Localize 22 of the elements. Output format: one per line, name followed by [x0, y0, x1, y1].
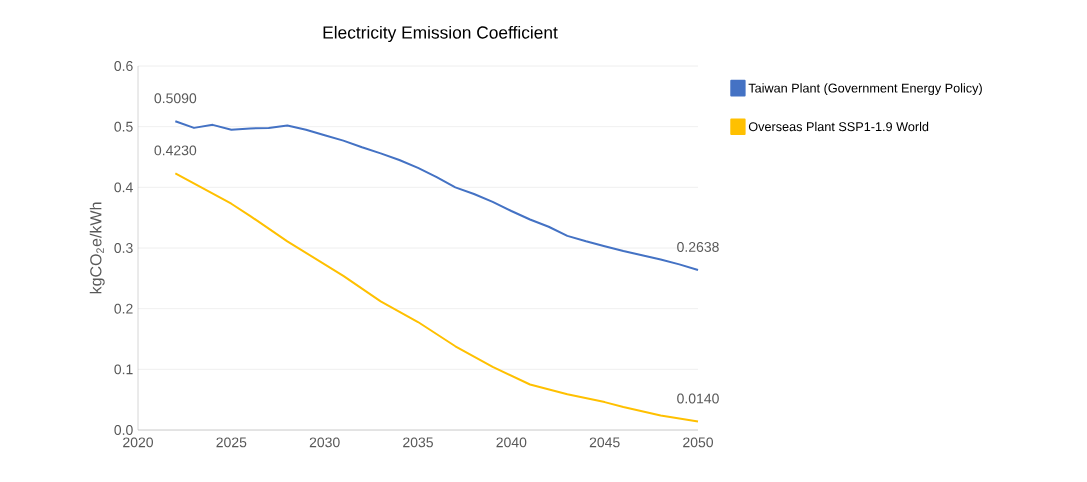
x-tick-label: 2035 — [403, 437, 433, 448]
data-label: 0.4230 — [154, 145, 197, 156]
y-tick-label: 0.6 — [114, 61, 133, 71]
y-tick-label: 0.3 — [114, 243, 133, 253]
x-tick-label: 2020 — [123, 437, 154, 448]
y-tick-label: 0.5 — [114, 121, 133, 132]
x-tick-label: 2050 — [683, 437, 714, 448]
data-label: 0.2638 — [677, 242, 719, 252]
x-tick-label: 2040 — [496, 437, 527, 448]
x-tick-label: 2025 — [216, 437, 247, 448]
y-axis-title: kgCO$_{2}$e/kWh — [89, 202, 105, 294]
data-label: 0.5090 — [154, 93, 197, 104]
y-tick-label: 0.1 — [114, 364, 133, 375]
data-label: 0.0140 — [677, 393, 719, 404]
y-tick-label: 0.4 — [114, 182, 133, 193]
legend-label: Overseas Plant SSP1-1.9 World — [748, 121, 929, 132]
x-tick-label: 2030 — [309, 437, 340, 448]
chart-title: Electricity Emission Coefficient — [323, 25, 558, 43]
legend-label: Taiwan Plant (Government Energy Policy) — [748, 83, 982, 96]
x-tick-label: 2045 — [589, 437, 620, 448]
y-tick-label: 0.0 — [114, 425, 133, 435]
y-tick-label: 0.2 — [114, 303, 133, 314]
